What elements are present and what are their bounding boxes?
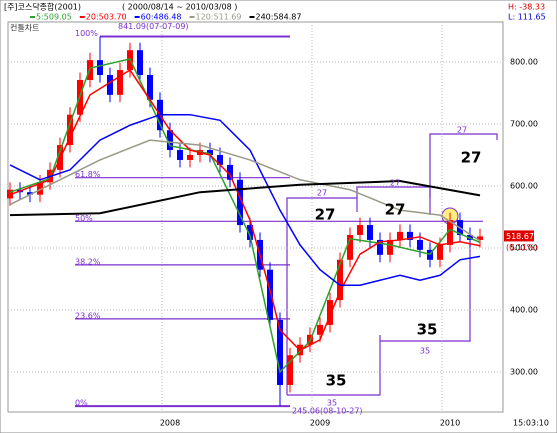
annotation: 27 — [461, 149, 482, 167]
candle-body — [217, 154, 223, 165]
legend-label: 5:509.05 — [36, 13, 72, 22]
y-tick-label: 400.00 — [510, 306, 538, 315]
candle-body — [37, 182, 43, 195]
y-tick-label: 800.00 — [510, 57, 538, 66]
fib-label: 100% — [75, 29, 98, 38]
annotation: 27 — [317, 189, 327, 198]
candle-body — [67, 114, 73, 146]
box-line — [429, 133, 498, 215]
y-tick-label: 600.00 — [510, 181, 538, 190]
annotation: 35 — [327, 399, 337, 408]
y-tick-label: 500.00 — [510, 244, 538, 253]
last-change: (0.11%) — [506, 243, 538, 252]
last-price: 518.67 — [506, 232, 534, 241]
candle-body — [227, 164, 233, 180]
candle-body — [417, 239, 423, 250]
fib-label: 50% — [75, 214, 93, 223]
annotation: 27 — [315, 206, 336, 224]
candle-body — [207, 150, 213, 155]
low-note: 245.06(08-10-27) — [292, 407, 363, 416]
x-tick-label: 2010 — [440, 419, 460, 428]
candle-body — [317, 324, 323, 335]
y-tick-label: 300.00 — [510, 368, 538, 377]
candle-body — [407, 231, 413, 240]
candle-body — [287, 355, 293, 386]
legend-label: 240:584.87 — [256, 13, 302, 22]
candle-body — [167, 130, 173, 151]
fib-label: 0% — [75, 399, 88, 408]
box-line — [380, 245, 471, 342]
candle-body — [397, 231, 403, 240]
candle-body — [97, 60, 103, 76]
high: H: -38.33 — [508, 3, 545, 12]
title: [주]코스닥종합(2001) — [4, 2, 81, 12]
candle-body — [107, 75, 113, 95]
candle-body — [247, 225, 253, 240]
candle-body — [27, 192, 33, 195]
candle-body — [187, 154, 193, 160]
y-tick-label: 700.00 — [510, 119, 538, 128]
x-tick-label: 2009 — [310, 419, 330, 428]
candle-body — [437, 244, 443, 260]
candle-body — [337, 259, 343, 301]
box-line — [286, 197, 358, 395]
annotation: 35 — [420, 347, 430, 356]
period: ( 2000/08/14 ~ 2010/03/08 ) — [122, 3, 237, 12]
candle-body — [327, 300, 333, 325]
ma-line — [9, 58, 481, 374]
ma-line — [9, 180, 481, 217]
ma-line — [9, 69, 481, 352]
annotation: 27 — [385, 201, 406, 219]
candle-body — [177, 150, 183, 160]
high-note: 841.09(07-07-09) — [118, 22, 189, 31]
x-tick-label: 2008 — [160, 419, 180, 428]
candle-body — [147, 75, 153, 100]
ma-line — [9, 139, 481, 242]
box-line — [287, 335, 381, 396]
legend-label: 20:503.70 — [86, 13, 127, 22]
candle-body — [477, 236, 483, 240]
candle-body — [277, 319, 283, 386]
candle-body — [367, 225, 373, 240]
low: L: 111.65 — [508, 13, 546, 22]
fib-label: 61.8% — [75, 170, 101, 179]
annotation: 35 — [417, 321, 438, 339]
annotation: 27 — [457, 126, 467, 135]
time: 15:03:10 — [513, 419, 549, 428]
ma-line — [9, 113, 481, 286]
annotation-lines — [286, 133, 498, 396]
candle-body — [357, 225, 363, 235]
annotation: 35 — [326, 372, 347, 390]
fib-label: 23.6% — [75, 311, 101, 320]
fib-label: 38.2% — [75, 257, 101, 266]
chart-label: 컨틀차트 — [10, 23, 39, 33]
candle-body — [447, 220, 453, 245]
candle-body — [137, 50, 143, 76]
legend-label: 60:486.48 — [141, 13, 182, 22]
candle-body — [237, 179, 243, 226]
candle-body — [117, 70, 123, 95]
price-box — [504, 230, 534, 242]
candle-body — [387, 239, 393, 255]
legend-label: 120:511.69 — [196, 13, 242, 22]
annotation: 27 — [390, 179, 400, 188]
candle-body — [347, 234, 353, 260]
candle-body — [267, 269, 273, 320]
candle-body — [377, 239, 383, 255]
